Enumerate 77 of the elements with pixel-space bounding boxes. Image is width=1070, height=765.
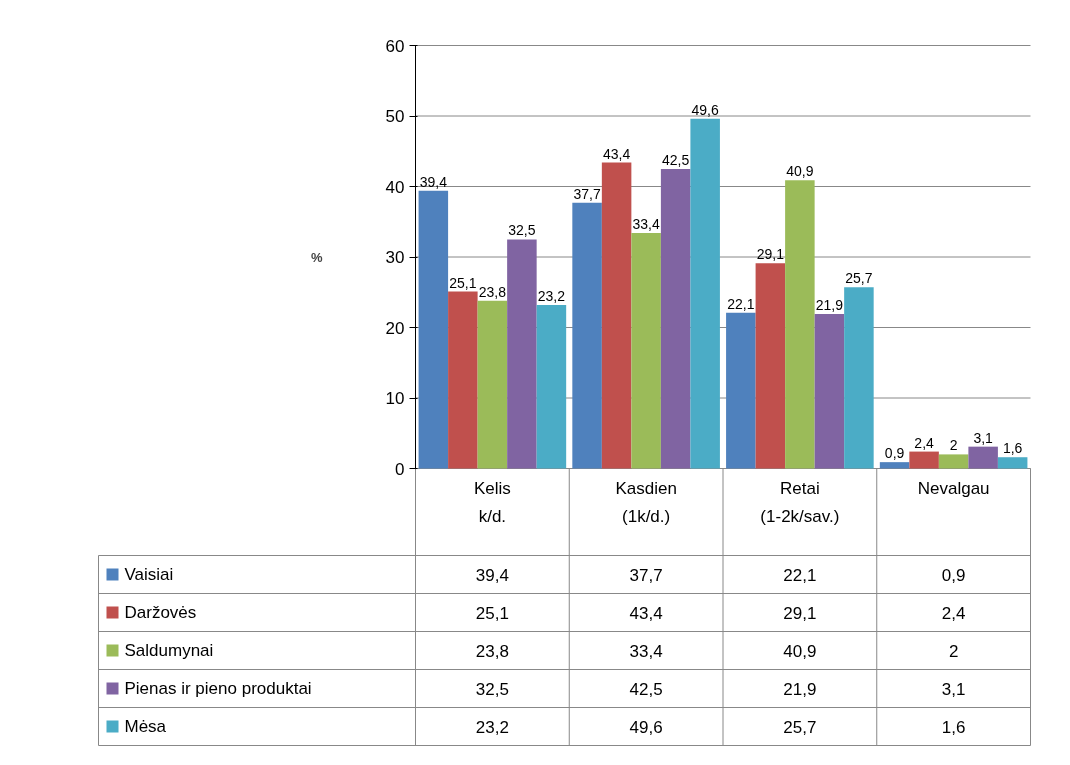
bar (785, 180, 815, 469)
data-label: 25,1 (475, 603, 509, 623)
text: 42,5 (662, 151, 690, 168)
data-label: 32,5 (475, 679, 509, 699)
text: 39,4 (419, 173, 447, 190)
legend-label: Daržovės (124, 603, 197, 622)
text: 1,6 (1002, 440, 1023, 457)
data-label: 3,1 (941, 679, 966, 699)
text: 22,1 (727, 295, 755, 312)
bar (448, 291, 478, 469)
y-tick-label: 40 (385, 177, 405, 197)
y-tick-label: 60 (385, 36, 405, 56)
y-tick-label: 20 (385, 318, 405, 338)
y-tick-label: 30 (385, 248, 405, 267)
text: 2,4 (914, 434, 934, 451)
data-label: 33,4 (629, 641, 663, 661)
y-tick-label: 50 (385, 107, 405, 126)
legend-label: Saldumynai (124, 641, 214, 660)
text: 21,9 (815, 297, 844, 314)
bar (755, 263, 786, 469)
bar (909, 451, 939, 469)
bar (660, 168, 691, 469)
bar (631, 233, 661, 469)
text: 33,4 (632, 216, 660, 233)
bar (814, 314, 845, 469)
text: 0,9 (884, 445, 905, 462)
text: 49,6 (691, 101, 719, 118)
text: 23,8 (478, 283, 506, 300)
bar (997, 457, 1028, 469)
text: 43,4 (602, 145, 631, 162)
text: 32,5 (508, 222, 536, 239)
x-tick-label: Retai (1-2k/sav.) (760, 478, 840, 526)
text: 29,1 (756, 246, 784, 263)
text: 2 (949, 437, 958, 454)
y-axis-title: % (311, 249, 324, 265)
bar (418, 190, 449, 469)
data-label: 29,1 (783, 603, 817, 623)
data-label: 49,6 (629, 717, 663, 737)
data-label: 23,2 (475, 717, 509, 737)
data-label: 21,9 (783, 679, 817, 699)
data-label: 39,4 (475, 565, 509, 585)
bar (477, 300, 508, 469)
x-tick-label: Nevalgau (917, 478, 990, 498)
bar (572, 202, 602, 469)
x-tick-label: Kasdien (1k/d.) (615, 478, 677, 526)
text: 40,9 (786, 163, 814, 180)
bar (690, 118, 720, 469)
bar (844, 287, 874, 469)
y-tick-label: 0 (395, 459, 405, 479)
data-label: 25,7 (783, 717, 817, 737)
x-tick-label: Kelis k/d. (473, 478, 511, 526)
legend-label: Mėsa (124, 717, 167, 736)
text: 37,7 (573, 185, 601, 202)
data-label: 43,4 (629, 603, 663, 623)
text: 25,1 (449, 274, 477, 291)
text: 23,2 (537, 287, 566, 304)
data-label: 40,9 (783, 641, 817, 661)
y-tick-label: 10 (385, 389, 405, 408)
bar (938, 454, 969, 469)
bar (726, 312, 756, 469)
bar (601, 162, 632, 469)
data-label: 23,8 (475, 641, 509, 661)
bar (507, 239, 537, 469)
data-label: 2 (948, 641, 959, 661)
legend-label: Pienas ir pieno produktai (124, 679, 312, 698)
text: 25,7 (845, 270, 873, 287)
data-label: 42,5 (629, 679, 663, 699)
bar (536, 304, 567, 469)
bar (879, 462, 910, 469)
data-label: 0,9 (941, 565, 966, 585)
data-label: 37,7 (629, 565, 663, 585)
text: 3,1 (973, 429, 993, 446)
data-label: 2,4 (941, 603, 966, 623)
data-label: 22,1 (783, 565, 817, 585)
legend-label: Vaisiai (124, 565, 174, 584)
data-label: 1,6 (941, 717, 966, 737)
bar (968, 446, 998, 469)
